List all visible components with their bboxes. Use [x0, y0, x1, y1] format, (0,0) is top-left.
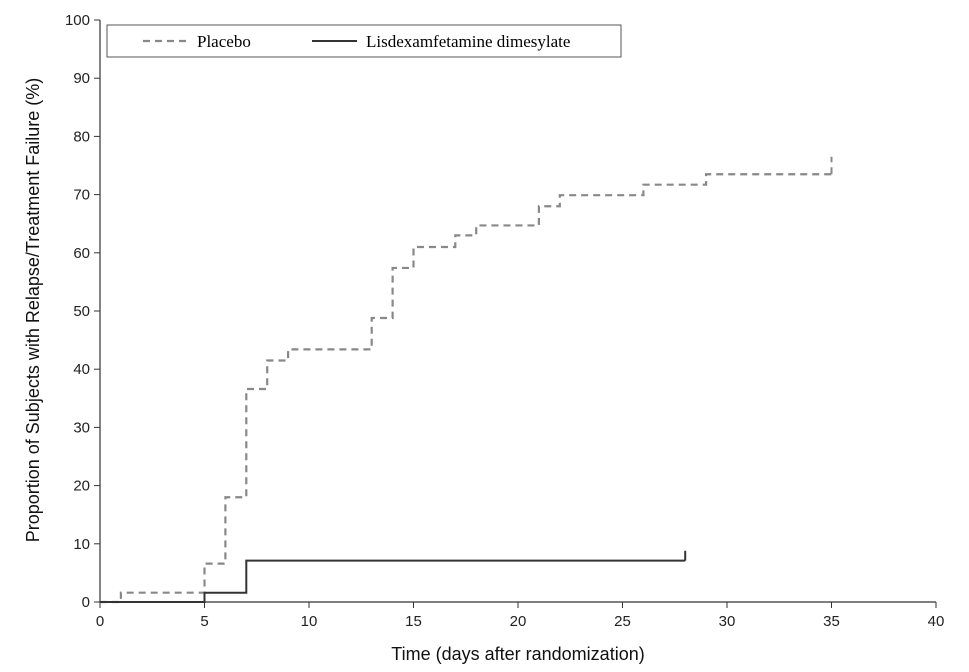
series-line-lisdexamfetamine [100, 559, 686, 603]
y-tick-label: 40 [73, 361, 90, 378]
x-tick-label: 5 [200, 613, 208, 630]
x-tick-label: 30 [719, 613, 736, 630]
y-tick-label: 10 [73, 536, 90, 553]
x-tick-label: 20 [510, 613, 527, 630]
y-tick-label: 70 [73, 187, 90, 204]
y-tick-label: 30 [73, 419, 90, 436]
axes: 0 5 10 15 20 25 30 35 40 0 10 20 30 40 50 60 70 80 90 100 [65, 12, 944, 630]
x-tick-label: 10 [301, 613, 318, 630]
x-tick-label: 25 [614, 613, 631, 630]
y-tick-label: 0 [82, 594, 90, 611]
y-tick-label: 60 [73, 245, 90, 262]
y-tick-label: 80 [73, 128, 90, 145]
y-axis-title: Proportion of Subjects with Relapse/Trea… [23, 78, 43, 543]
x-tick-label: 15 [405, 613, 422, 630]
x-axis-title: Time (days after randomization) [391, 644, 644, 664]
legend-label: Lisdexamfetamine dimesylate [366, 32, 570, 51]
legend-label: Placebo [197, 32, 251, 51]
x-tick-label: 35 [823, 613, 840, 630]
series-layer [100, 156, 833, 604]
series-line-placebo [100, 173, 832, 604]
legend: Placebo Lisdexamfetamine dimesylate [106, 24, 622, 58]
y-tick-label: 20 [73, 478, 90, 495]
y-tick-label: 50 [73, 303, 90, 320]
y-tick-label: 90 [73, 70, 90, 87]
legend-box [106, 24, 622, 58]
x-tick-label: 0 [96, 613, 104, 630]
y-tick-label: 100 [65, 12, 90, 29]
x-tick-label: 40 [928, 613, 945, 630]
